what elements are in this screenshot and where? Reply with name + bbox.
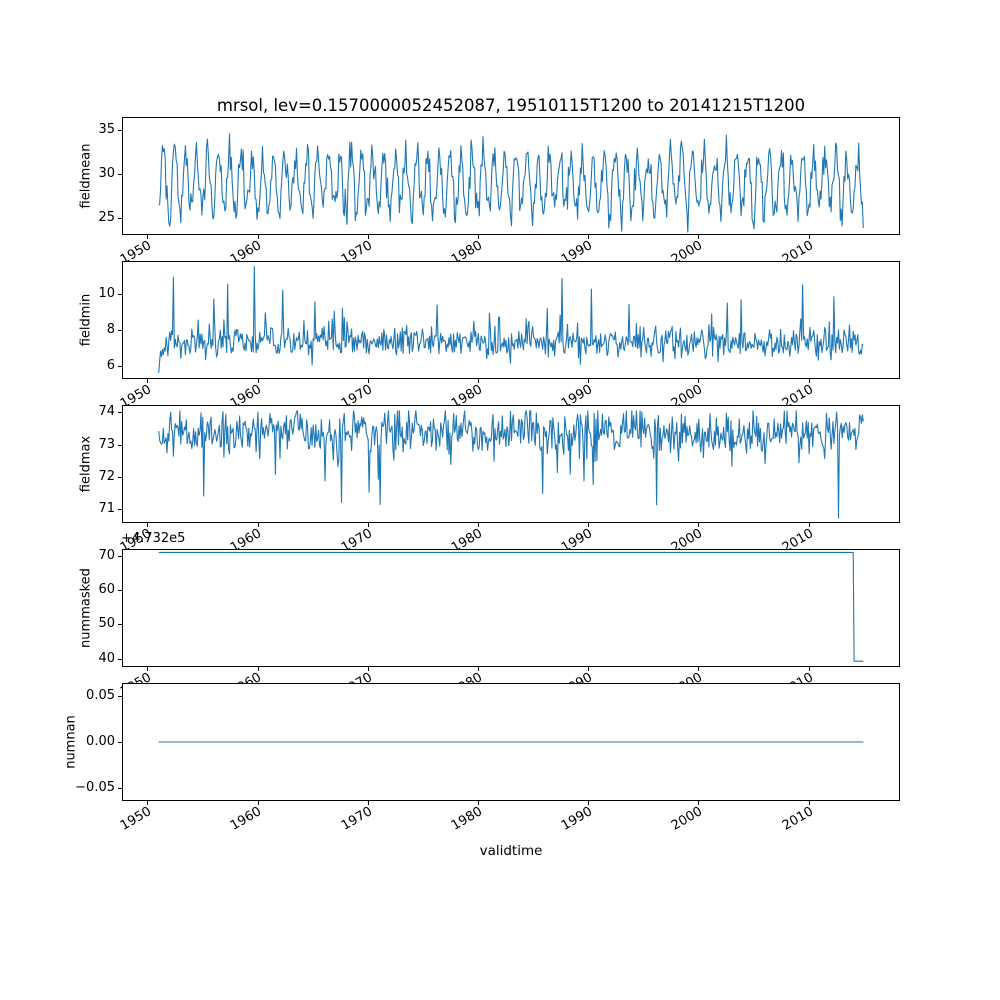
x-tick-mark <box>698 235 700 239</box>
y-tick-label: 8 <box>106 321 115 337</box>
y-tick-mark <box>118 218 122 220</box>
x-tick-mark <box>588 523 590 527</box>
chart-title: mrsol, lev=0.1570000052452087, 19510115T… <box>216 96 806 115</box>
ylabel-fieldmin: fieldmin <box>78 293 94 347</box>
x-tick-mark <box>147 667 149 671</box>
x-tick-mark <box>588 235 590 239</box>
x-tick-mark <box>257 667 259 671</box>
x-tick-mark <box>588 667 590 671</box>
ylabel-nummasked: nummasked <box>78 568 94 648</box>
y-tick-mark <box>118 444 122 446</box>
y-tick-mark <box>118 130 122 132</box>
x-tick-mark <box>367 667 369 671</box>
y-tick-mark <box>118 294 122 296</box>
x-tick-mark <box>147 801 149 805</box>
x-tick-label: 1970 <box>338 804 375 834</box>
y-tick-mark <box>118 174 122 176</box>
x-tick-mark <box>698 801 700 805</box>
y-tick-label: 71 <box>98 501 115 517</box>
y-tick-label: 35 <box>98 122 115 138</box>
fieldmean-plot-area <box>158 133 864 233</box>
x-tick-label: 1990 <box>559 804 596 834</box>
x-tick-mark <box>477 235 479 239</box>
y-tick-mark <box>118 509 122 511</box>
x-tick-mark <box>698 667 700 671</box>
x-tick-mark <box>477 523 479 527</box>
y-tick-mark <box>118 329 122 331</box>
y-tick-mark <box>118 365 122 367</box>
fieldmin-series-line <box>158 266 864 373</box>
y-tick-mark <box>118 788 122 790</box>
x-tick-mark <box>808 523 810 527</box>
x-tick-mark <box>367 235 369 239</box>
y-tick-label: 10 <box>98 286 115 302</box>
y-tick-label: 73 <box>98 436 115 452</box>
ylabel-fieldmean: fieldmean <box>78 143 94 209</box>
x-tick-mark <box>367 523 369 527</box>
x-tick-mark <box>257 235 259 239</box>
x-tick-mark <box>698 379 700 383</box>
fieldmax-plot-area <box>158 410 864 519</box>
subplot-fieldmax <box>122 405 900 523</box>
y-axis-offset-text: +4.732e5 <box>121 531 186 546</box>
y-tick-mark <box>118 589 122 591</box>
x-tick-label: 1980 <box>448 804 485 834</box>
y-tick-label: 74 <box>98 404 115 420</box>
y-tick-mark <box>118 742 122 743</box>
x-tick-mark <box>367 801 369 805</box>
x-tick-mark <box>367 379 369 383</box>
y-tick-label: 30 <box>98 166 115 182</box>
x-tick-mark <box>477 379 479 383</box>
x-tick-mark <box>257 379 259 383</box>
x-tick-mark <box>477 801 479 805</box>
subplot-nummasked <box>122 549 900 667</box>
x-tick-mark <box>808 801 810 805</box>
subplot-fieldmean <box>122 117 900 235</box>
y-tick-label: 0.00 <box>86 734 115 749</box>
ylabel-numnan: numnan <box>63 715 79 769</box>
x-tick-mark <box>808 235 810 239</box>
x-axis-label: validtime <box>479 843 543 859</box>
x-tick-label: 1950 <box>118 804 155 834</box>
x-tick-mark <box>588 379 590 383</box>
y-tick-mark <box>118 555 122 557</box>
x-tick-mark <box>808 667 810 671</box>
x-tick-mark <box>147 523 149 527</box>
fieldmin-plot-area <box>158 266 864 373</box>
y-tick-mark <box>118 476 122 478</box>
x-tick-mark <box>808 379 810 383</box>
y-tick-label: 50 <box>98 616 115 632</box>
numnan-plot-area <box>158 741 864 743</box>
x-tick-mark <box>147 235 149 239</box>
x-tick-mark <box>588 801 590 805</box>
x-tick-mark <box>477 667 479 671</box>
x-tick-mark <box>147 379 149 383</box>
x-tick-label: 2000 <box>669 804 706 834</box>
y-tick-mark <box>118 412 122 414</box>
y-tick-label: 6 <box>106 357 115 373</box>
y-tick-label: −0.05 <box>75 780 115 796</box>
y-tick-label: 0.05 <box>86 687 115 703</box>
nummasked-series-line <box>158 551 864 662</box>
x-tick-label: 2010 <box>779 804 816 834</box>
y-tick-mark <box>118 624 122 626</box>
y-tick-mark <box>118 695 122 697</box>
y-tick-label: 70 <box>98 547 115 563</box>
subplot-fieldmin <box>122 261 900 379</box>
x-tick-mark <box>698 523 700 527</box>
y-tick-label: 40 <box>98 650 115 666</box>
x-tick-label: 1960 <box>228 804 265 834</box>
y-tick-mark <box>118 658 122 660</box>
x-tick-mark <box>257 523 259 527</box>
ylabel-fieldmax: fieldmax <box>78 435 94 493</box>
y-tick-label: 25 <box>98 210 115 226</box>
y-tick-label: 60 <box>98 581 115 597</box>
y-tick-label: 72 <box>98 468 115 484</box>
subplot-numnan <box>122 683 900 801</box>
x-tick-mark <box>257 801 259 805</box>
fieldmax-series-line <box>158 410 864 519</box>
fieldmean-series-line <box>158 133 864 233</box>
nummasked-plot-area <box>158 551 864 662</box>
